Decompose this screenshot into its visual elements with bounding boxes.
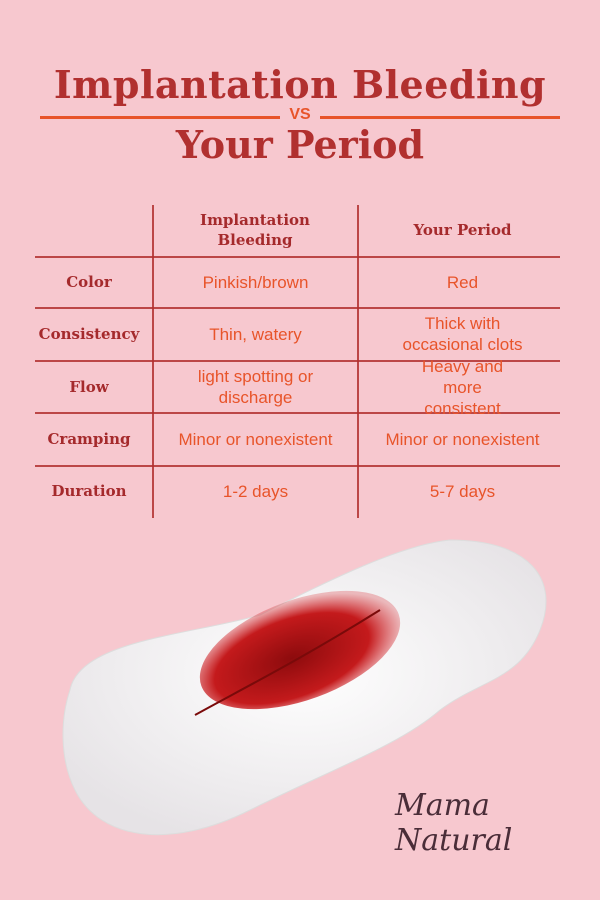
row-label: Cramping (47, 430, 131, 448)
feather-shape (194, 590, 401, 716)
cell-period: 5-7 days (429, 481, 496, 501)
table-hline (35, 360, 560, 362)
table-hline (35, 465, 560, 467)
cell-implantation: Pinkish/brown (202, 272, 309, 292)
vs-label: VS (289, 106, 311, 123)
cell-implantation: Thin, watery (209, 324, 302, 344)
table-hline (35, 307, 560, 309)
cell-period: Heavy and more consistent (421, 356, 504, 418)
cell-period: Thick with occasional clots (402, 314, 523, 354)
mama-natural-logo: Mama Natural (395, 788, 513, 858)
row-label: Flow (69, 378, 109, 396)
row-label: Consistency (38, 325, 140, 343)
row-label: Duration (51, 482, 127, 500)
divider-left (40, 116, 280, 119)
cell-period: Red (446, 272, 479, 292)
cell-implantation: Minor or nonexistent (178, 429, 333, 449)
header-period: Your Period (413, 221, 512, 239)
table-hline (35, 256, 560, 258)
row-label: Color (66, 273, 112, 291)
cell-implantation: light spotting or discharge (197, 367, 314, 407)
cell-period: Minor or nonexistent (385, 429, 540, 449)
table-hline (35, 412, 560, 414)
cell-implantation: 1-2 days (222, 481, 289, 501)
title-line1: Implantation Bleeding (53, 62, 547, 107)
header-implantation: Implantation Bleeding (200, 211, 310, 249)
divider-right (320, 116, 560, 119)
title-line2: Your Period (175, 122, 425, 167)
pad-feather-image (62, 539, 547, 836)
